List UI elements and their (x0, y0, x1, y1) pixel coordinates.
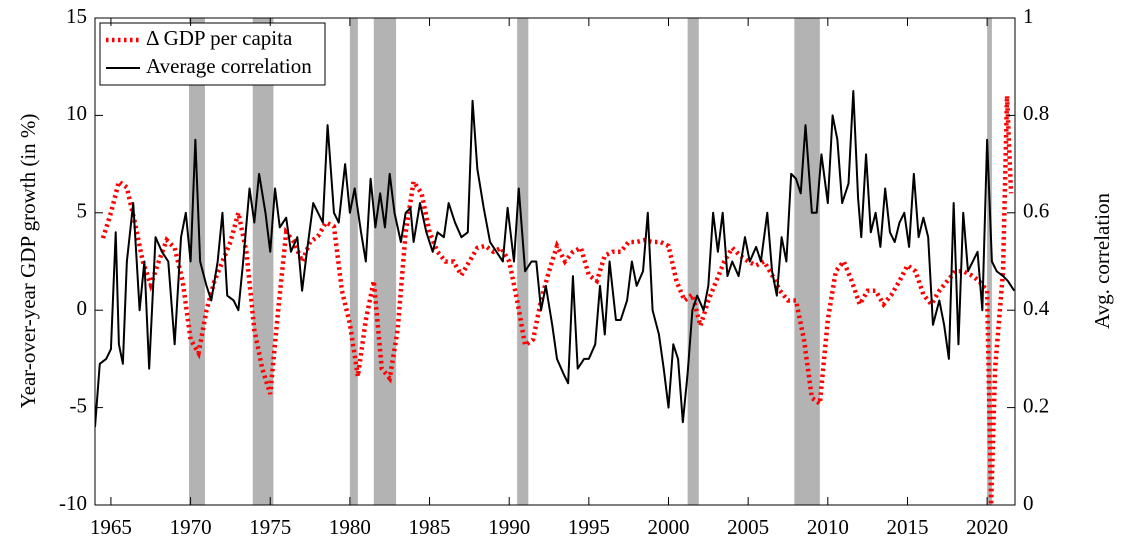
legend-label: Average correlation (146, 54, 312, 78)
y2-tick-label: 1 (1023, 4, 1034, 28)
x-tick-label: 1965 (90, 515, 132, 539)
x-tick-label: 1985 (409, 515, 451, 539)
line-layer (95, 90, 1015, 505)
x-tick-label: 2020 (966, 515, 1008, 539)
y2-axis-label: Avg. correlation (1090, 192, 1114, 329)
shaded-period (373, 18, 397, 505)
y2-tick-label: 0.8 (1023, 101, 1049, 125)
shaded-period (987, 18, 992, 505)
y-tick-label: 10 (66, 101, 87, 125)
shaded-period (252, 18, 274, 505)
shading-layer (188, 18, 992, 505)
x-tick-label: 2015 (886, 515, 928, 539)
y2-tick-label: 0 (1023, 491, 1034, 515)
x-tick-label: 2005 (727, 515, 769, 539)
legend-box (99, 22, 326, 86)
y-tick-label: -10 (59, 491, 87, 515)
x-tick-label: 1995 (568, 515, 610, 539)
shaded-period (349, 18, 358, 505)
y-tick-label: -5 (70, 393, 88, 417)
x-tick-label: 2010 (807, 515, 849, 539)
shaded-period (188, 18, 205, 505)
x-tick-label: 1970 (170, 515, 212, 539)
y-tick-label: 0 (77, 296, 88, 320)
x-tick-label: 2000 (648, 515, 690, 539)
plot-frame (94, 17, 1016, 506)
data-line (95, 90, 1015, 428)
y-axis-label: Year-over-year GDP growth (in %) (16, 114, 40, 409)
x-tick-label: 1975 (249, 515, 291, 539)
y-tick-label: 5 (77, 199, 88, 223)
shaded-period (517, 18, 529, 505)
shaded-period (687, 18, 699, 505)
x-tick-label: 1990 (488, 515, 530, 539)
legend: Δ GDP per capita Average correlation (99, 22, 326, 86)
y2-tick-label: 0.2 (1023, 393, 1049, 417)
x-tick-label: 1980 (329, 515, 371, 539)
shaded-period (794, 18, 820, 505)
y-tick-label: 15 (66, 4, 87, 28)
y2-tick-label: 0.4 (1023, 296, 1050, 320)
y2-tick-label: 0.6 (1023, 199, 1049, 223)
legend-label: Δ GDP per capita (146, 26, 293, 50)
data-line (100, 95, 1014, 505)
